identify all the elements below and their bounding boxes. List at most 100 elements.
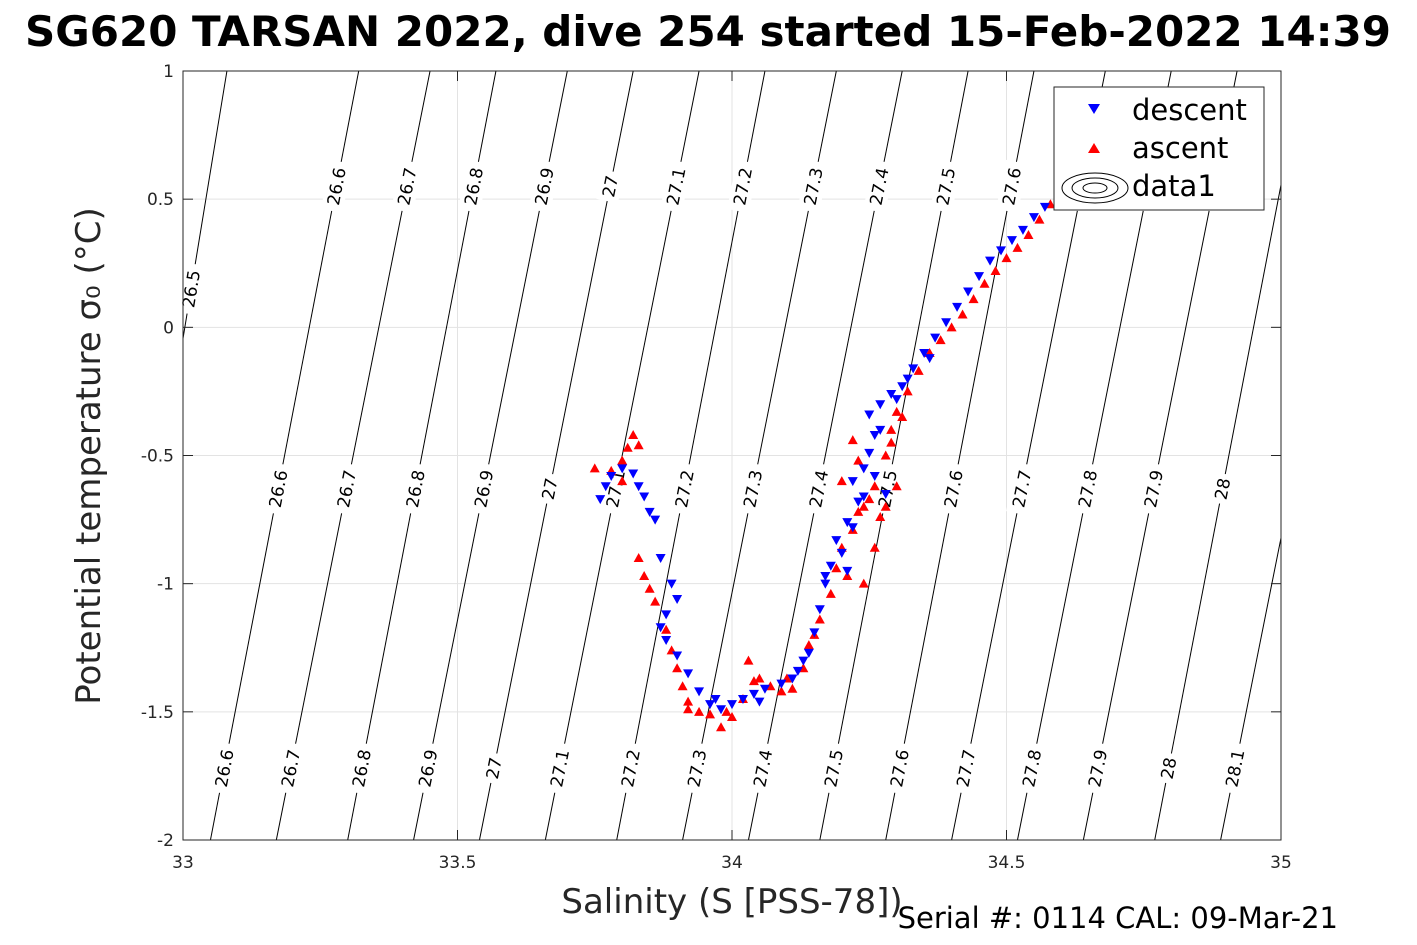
x-tick-label: 34.5 — [988, 853, 1026, 873]
ascent-point — [869, 542, 880, 552]
descent-point — [847, 477, 858, 487]
isopycnal-label-bg — [346, 741, 378, 795]
ascent-point — [633, 553, 644, 563]
descent-point — [880, 489, 891, 499]
isopycnal-label-bg — [1219, 741, 1251, 795]
legend-ascent-marker — [1088, 143, 1100, 153]
isopycnal-label-bg — [208, 741, 240, 795]
descent-point — [748, 689, 759, 699]
descent-point — [776, 679, 787, 689]
ascent-point — [891, 406, 902, 416]
descent-point — [1039, 202, 1050, 212]
ascent-point — [754, 673, 765, 683]
ascent-point — [864, 494, 875, 504]
ascent-point — [968, 294, 979, 304]
descent-point — [842, 518, 853, 528]
isopycnal-label-bg — [528, 159, 560, 214]
isopycnal-label-bg — [330, 462, 363, 516]
ascent-point — [727, 711, 737, 721]
descent-point — [759, 684, 770, 694]
descent-point — [974, 272, 985, 282]
isopycnal-label-bg — [747, 741, 779, 795]
legend-descent-label: descent — [1132, 93, 1247, 127]
isopycnal-label-bg — [871, 462, 904, 516]
descent-point — [639, 492, 650, 502]
legend-ascent-label: ascent — [1132, 131, 1228, 165]
ascent-point — [979, 278, 990, 288]
descent-point — [864, 410, 875, 420]
descent-point — [924, 354, 935, 364]
isopycnal-label-bg — [544, 741, 576, 795]
ascent-point — [705, 709, 716, 719]
ascent-point — [650, 596, 661, 606]
ascent-point — [886, 437, 897, 447]
descent-point — [963, 287, 974, 297]
descent-point — [655, 554, 666, 564]
serial-cal-footer: Serial #: 0114 CAL: 09-Mar-21 — [898, 901, 1338, 935]
ascent-point — [1012, 242, 1023, 252]
x-tick-label: 33.5 — [439, 853, 477, 873]
ascent-point — [1001, 253, 1012, 263]
isopycnal-line — [1220, 535, 1281, 840]
ascent-point — [869, 481, 880, 491]
ascent-point — [902, 386, 913, 396]
isopycnal-label-bg — [468, 462, 500, 516]
descent-point — [886, 389, 897, 399]
isopycnal-label-bg — [818, 741, 850, 795]
isopycnal-label-bg — [535, 471, 564, 506]
descent-point — [1006, 236, 1017, 246]
ascent-point — [622, 442, 633, 452]
ascent-point — [787, 683, 798, 693]
y-tick-label: 1 — [163, 62, 174, 82]
isopycnal-label-bg — [1071, 462, 1104, 516]
ascent-point — [957, 309, 968, 319]
chart-title: SG620 TARSAN 2022, dive 254 started 15-F… — [25, 7, 1391, 56]
isopycnal-label-bg — [950, 741, 982, 795]
isopycnal-label-bg — [1208, 472, 1237, 506]
descent-point — [902, 374, 913, 384]
descent-point — [869, 472, 880, 482]
ascent-point — [853, 455, 864, 465]
isopycnal-label-bg — [681, 741, 713, 795]
ascent-point — [858, 578, 869, 588]
isopycnal-label-bg — [802, 462, 835, 516]
descent-point — [787, 674, 798, 684]
isopycnal-line — [183, 71, 228, 342]
descent-point — [858, 464, 869, 474]
axis-ticks: 33 33.5 34 34.5 35 -2 -1.5 -1 -0.5 0 0.5 1 — [141, 62, 1292, 873]
legend-descent-marker — [1088, 104, 1100, 114]
y-tick-label: -1 — [157, 575, 174, 595]
ascent-point — [853, 506, 864, 516]
ascent-point — [633, 440, 644, 450]
ascent-point — [825, 588, 836, 598]
isopycnal-label-bg — [996, 159, 1028, 213]
isopycnal-label-bg — [797, 159, 829, 214]
ascent-point — [891, 481, 902, 491]
ascent-point — [776, 686, 787, 696]
isopycnal-label-bg — [399, 462, 431, 516]
ascent-point — [683, 704, 694, 714]
descent-point — [644, 507, 655, 517]
isopycnal-label-bg — [737, 462, 769, 516]
ascent-point — [721, 706, 732, 716]
descent-point — [875, 425, 886, 435]
isopycnal-label-bg — [320, 159, 352, 213]
isopycnal-label-bg — [863, 159, 895, 214]
isopycnal-label: 27 — [483, 756, 507, 781]
descent-point — [792, 666, 803, 676]
descent-point — [705, 700, 716, 710]
isopycnal-label-bg — [274, 741, 307, 795]
ascent-point — [716, 722, 727, 732]
ascent-point — [683, 696, 694, 706]
descent-point — [814, 605, 825, 615]
isopycnal-label-bg — [930, 159, 962, 213]
ascent-point — [803, 640, 814, 650]
legend: descent ascent data1 — [1053, 86, 1265, 211]
descent-point — [650, 515, 661, 525]
descent-point — [825, 561, 836, 571]
isopycnal-label: 27 — [539, 476, 563, 501]
descent-point — [985, 256, 996, 266]
descent-point — [595, 495, 606, 505]
ascent-point — [644, 583, 655, 593]
